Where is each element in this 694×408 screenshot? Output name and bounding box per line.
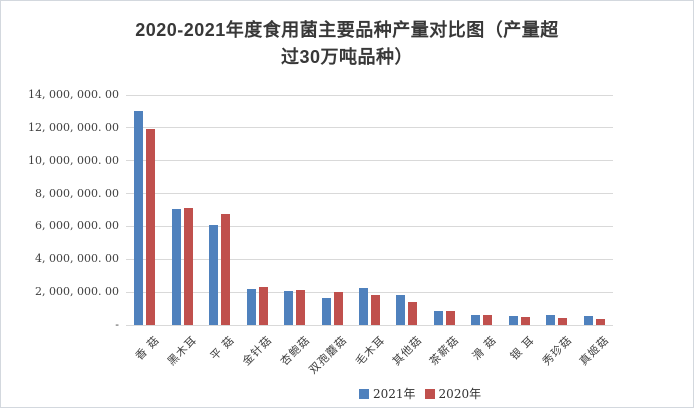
y-axis-tick-label: 8, 000, 000. 00 <box>35 186 119 200</box>
y-axis-tick-label: 2, 000, 000. 00 <box>35 285 119 299</box>
x-axis-category-label: 金针菇 <box>240 333 275 369</box>
gridline <box>126 324 613 326</box>
gridline <box>126 193 613 195</box>
legend-swatch-2020-icon <box>424 388 435 399</box>
bar-s0-c6 <box>359 288 368 325</box>
bar-s1-c7 <box>408 302 418 325</box>
gridline <box>126 291 613 293</box>
bar-s0-c4 <box>284 291 294 325</box>
y-axis-tick-label: 6, 000, 000. 00 <box>35 219 119 233</box>
bar-s0-c5 <box>321 298 331 325</box>
bar-s1-c8 <box>445 311 455 325</box>
x-axis-category-label: 秀珍菇 <box>539 333 575 369</box>
y-axis-tick-label: - <box>115 318 119 331</box>
chart-title-line2: 过30万吨品种） <box>280 47 414 67</box>
bar-s1-c4 <box>296 290 306 325</box>
gridline <box>126 160 613 162</box>
legend-label-2020: 2020年 <box>438 387 482 401</box>
x-axis-category-label: 双孢蘑菇 <box>306 333 350 377</box>
bar-s0-c3 <box>246 289 256 325</box>
y-axis-tick-label: 10, 000, 000. 00 <box>28 153 119 167</box>
bar-s0-c12 <box>583 316 593 325</box>
gridline <box>126 258 613 260</box>
gridline <box>126 127 613 129</box>
bar-s1-c0 <box>146 129 156 325</box>
bar-s0-c2 <box>209 225 219 325</box>
x-axis-category-label: 平 菇 <box>207 333 238 363</box>
gridline <box>126 225 613 227</box>
legend-swatch-2021-icon <box>359 388 369 399</box>
bar-s1-c3 <box>258 287 268 325</box>
y-axis-tick-label: 14, 000, 000. 00 <box>28 88 119 101</box>
x-axis-category-label: 其他菇 <box>389 333 425 369</box>
bar-s1-c2 <box>221 214 231 325</box>
x-axis-category-label: 黑木耳 <box>165 333 200 369</box>
x-axis-category-label: 滑 菇 <box>470 333 500 363</box>
bar-s0-c10 <box>508 316 518 325</box>
y-axis-tick-label: 4, 000, 000. 00 <box>35 252 119 266</box>
bar-s0-c9 <box>471 315 481 325</box>
bar-s1-c12 <box>595 319 605 325</box>
x-axis-category-label: 真姬菇 <box>577 333 612 369</box>
bar-s1-c5 <box>333 292 343 325</box>
y-axis-tick-label: 12, 000, 000. 00 <box>28 120 119 134</box>
bar-s1-c10 <box>520 317 530 325</box>
plot-area <box>126 94 613 326</box>
bar-s0-c0 <box>134 111 144 325</box>
x-axis-category-label: 茶薪菇 <box>427 333 463 369</box>
x-axis-category-label: 银 耳 <box>507 333 537 363</box>
bar-s1-c11 <box>558 318 568 325</box>
gridline <box>126 94 613 96</box>
bar-s0-c8 <box>433 311 443 325</box>
x-axis-category-label: 毛木耳 <box>352 333 388 369</box>
bar-s1-c9 <box>483 315 493 325</box>
bar-s1-c6 <box>371 295 380 325</box>
legend: 2021年 2020年 <box>359 385 481 402</box>
x-axis-category-label: 香 菇 <box>132 333 163 363</box>
bar-s0-c1 <box>171 209 181 325</box>
bar-s0-c11 <box>546 315 556 325</box>
bar-s1-c1 <box>183 208 193 325</box>
bar-s0-c7 <box>396 295 406 325</box>
chart-title-line1: 2020-2021年度食用菌主要品种产量对比图（产量超 <box>135 20 559 40</box>
legend-label-2021: 2021年 <box>373 387 416 401</box>
chart-title: 2020-2021年度食用菌主要品种产量对比图（产量超 过30万吨品种） <box>27 17 667 71</box>
